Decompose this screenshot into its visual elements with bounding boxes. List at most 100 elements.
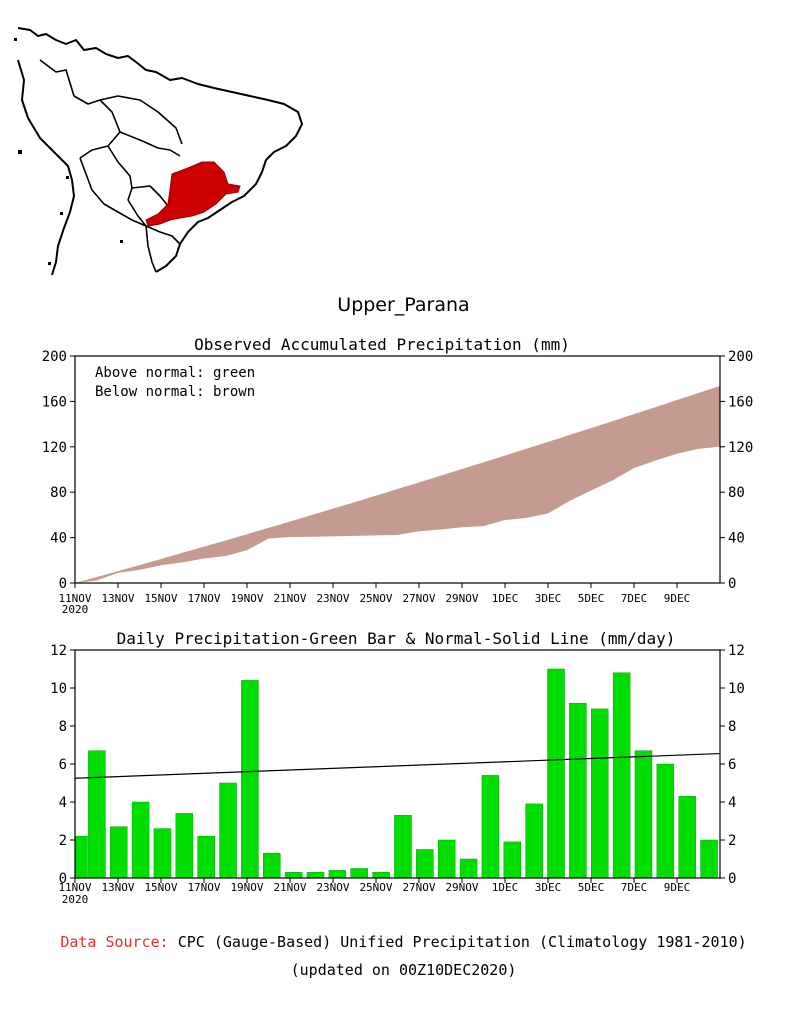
daily-x-axis: 11NOV 13NOV 15NOV 17NOV 19NOV 21NOV 23NOV 25NOV… — [58, 878, 690, 906]
x-tick-label: 11NOV — [58, 592, 91, 605]
y-tick-label: 4 — [728, 795, 736, 811]
x-tick-label: 15NOV — [144, 592, 177, 605]
bar — [394, 815, 412, 879]
y-tick-label: 0 — [59, 871, 67, 887]
bar — [547, 668, 565, 879]
x-year-label: 2020 — [62, 893, 89, 906]
y-tick-label: 2 — [59, 833, 67, 849]
continent-coastline — [17, 27, 303, 273]
y-tick-label: 80 — [50, 485, 67, 501]
y-tick-label: 12 — [50, 643, 67, 659]
daily-y-axis-left: 0 2 4 6 8 10 12 — [50, 643, 75, 887]
y-tick-label: 200 — [728, 349, 753, 365]
daily-y-axis-right: 0 2 4 6 8 10 12 — [720, 643, 745, 887]
y-tick-label: 6 — [728, 757, 736, 773]
bar — [306, 872, 325, 879]
x-tick-label: 17NOV — [187, 881, 220, 894]
bar — [372, 872, 390, 879]
y-tick-label: 0 — [728, 871, 736, 887]
bar — [350, 868, 368, 879]
updated-line: (updated on 00Z10DEC2020) — [290, 961, 517, 979]
bar — [612, 672, 631, 879]
west-coastline — [17, 59, 75, 276]
x-tick-label: 1DEC — [492, 881, 519, 894]
x-tick-label: 5DEC — [578, 881, 605, 894]
y-tick-label: 120 — [728, 440, 753, 456]
y-tick-label: 160 — [728, 394, 753, 410]
below-normal-area — [75, 385, 720, 583]
daily-chart: Daily Precipitation-Green Bar & Normal-S… — [50, 629, 745, 906]
bar — [503, 841, 522, 879]
x-tick-label: 23NOV — [316, 592, 349, 605]
accumulated-chart-title: Observed Accumulated Precipitation (mm) — [194, 335, 570, 354]
bar — [74, 835, 88, 879]
normal-line — [74, 752, 721, 779]
y-tick-label: 10 — [50, 681, 67, 697]
bar — [219, 782, 237, 879]
legend-above: Above normal: green — [95, 365, 255, 381]
bar — [569, 702, 587, 879]
bar — [416, 849, 434, 879]
x-year-label: 2020 — [62, 603, 89, 616]
x-tick-label: 19NOV — [230, 881, 263, 894]
y-tick-label: 40 — [50, 531, 67, 547]
data-source-line: Data Source: CPC (Gauge-Based) Unified P… — [0, 928, 807, 956]
y-tick-label: 12 — [728, 643, 745, 659]
legend-below: Below normal: brown — [95, 384, 255, 400]
x-tick-label: 9DEC — [664, 881, 691, 894]
x-tick-label: 21NOV — [273, 592, 306, 605]
bar — [590, 708, 609, 879]
bar — [678, 796, 696, 879]
accumulated-x-axis: 11NOV 13NOV 15NOV 17NOV 19NOV 21NOV 23NOV 25NOV… — [58, 583, 690, 616]
x-tick-label: 29NOV — [445, 881, 478, 894]
accumulated-y-axis-left: 0 40 80 120 160 200 — [42, 349, 75, 592]
bar — [153, 828, 172, 879]
x-tick-label: 15NOV — [144, 881, 177, 894]
x-tick-label: 21NOV — [273, 881, 306, 894]
accumulated-y-axis-right: 0 40 80 120 160 200 — [720, 349, 753, 592]
page-title: Upper_Parana — [337, 294, 470, 316]
x-tick-label: 5DEC — [578, 592, 605, 605]
x-tick-label: 13NOV — [101, 592, 134, 605]
y-tick-label: 40 — [728, 531, 745, 547]
bar — [700, 839, 718, 879]
data-source-label: Data Source: — [60, 933, 169, 951]
islands — [14, 38, 123, 265]
x-tick-label: 25NOV — [359, 881, 392, 894]
accumulated-plot-frame — [74, 355, 721, 584]
bar — [197, 835, 215, 879]
y-tick-label: 8 — [59, 719, 67, 735]
bar — [459, 858, 478, 879]
daily-chart-title: Daily Precipitation-Green Bar & Normal-S… — [117, 629, 676, 648]
y-tick-label: 0 — [59, 576, 67, 592]
y-tick-label: 200 — [42, 349, 67, 365]
bar — [284, 872, 303, 879]
x-tick-label: 9DEC — [664, 592, 691, 605]
x-tick-label: 25NOV — [359, 592, 392, 605]
bar — [481, 775, 500, 879]
y-tick-label: 8 — [728, 719, 736, 735]
bar — [175, 813, 194, 879]
country-borders — [39, 59, 183, 273]
y-tick-label: 2 — [728, 833, 736, 849]
bar — [328, 870, 347, 879]
x-tick-label: 27NOV — [402, 881, 435, 894]
bar — [525, 803, 543, 879]
bar — [263, 853, 281, 879]
upper-parana-region — [145, 161, 241, 227]
x-tick-label: 7DEC — [621, 881, 648, 894]
y-tick-label: 4 — [59, 795, 67, 811]
daily-bars — [74, 668, 718, 879]
x-tick-label: 19NOV — [230, 592, 263, 605]
y-tick-label: 10 — [728, 681, 745, 697]
x-tick-label: 3DEC — [535, 592, 562, 605]
bar — [109, 826, 128, 879]
x-tick-label: 1DEC — [492, 592, 519, 605]
bar — [241, 680, 259, 879]
y-tick-label: 0 — [728, 576, 736, 592]
x-tick-label: 3DEC — [535, 881, 562, 894]
y-tick-label: 160 — [42, 394, 67, 410]
y-tick-label: 120 — [42, 440, 67, 456]
bar — [88, 750, 106, 879]
x-tick-label: 17NOV — [187, 592, 220, 605]
